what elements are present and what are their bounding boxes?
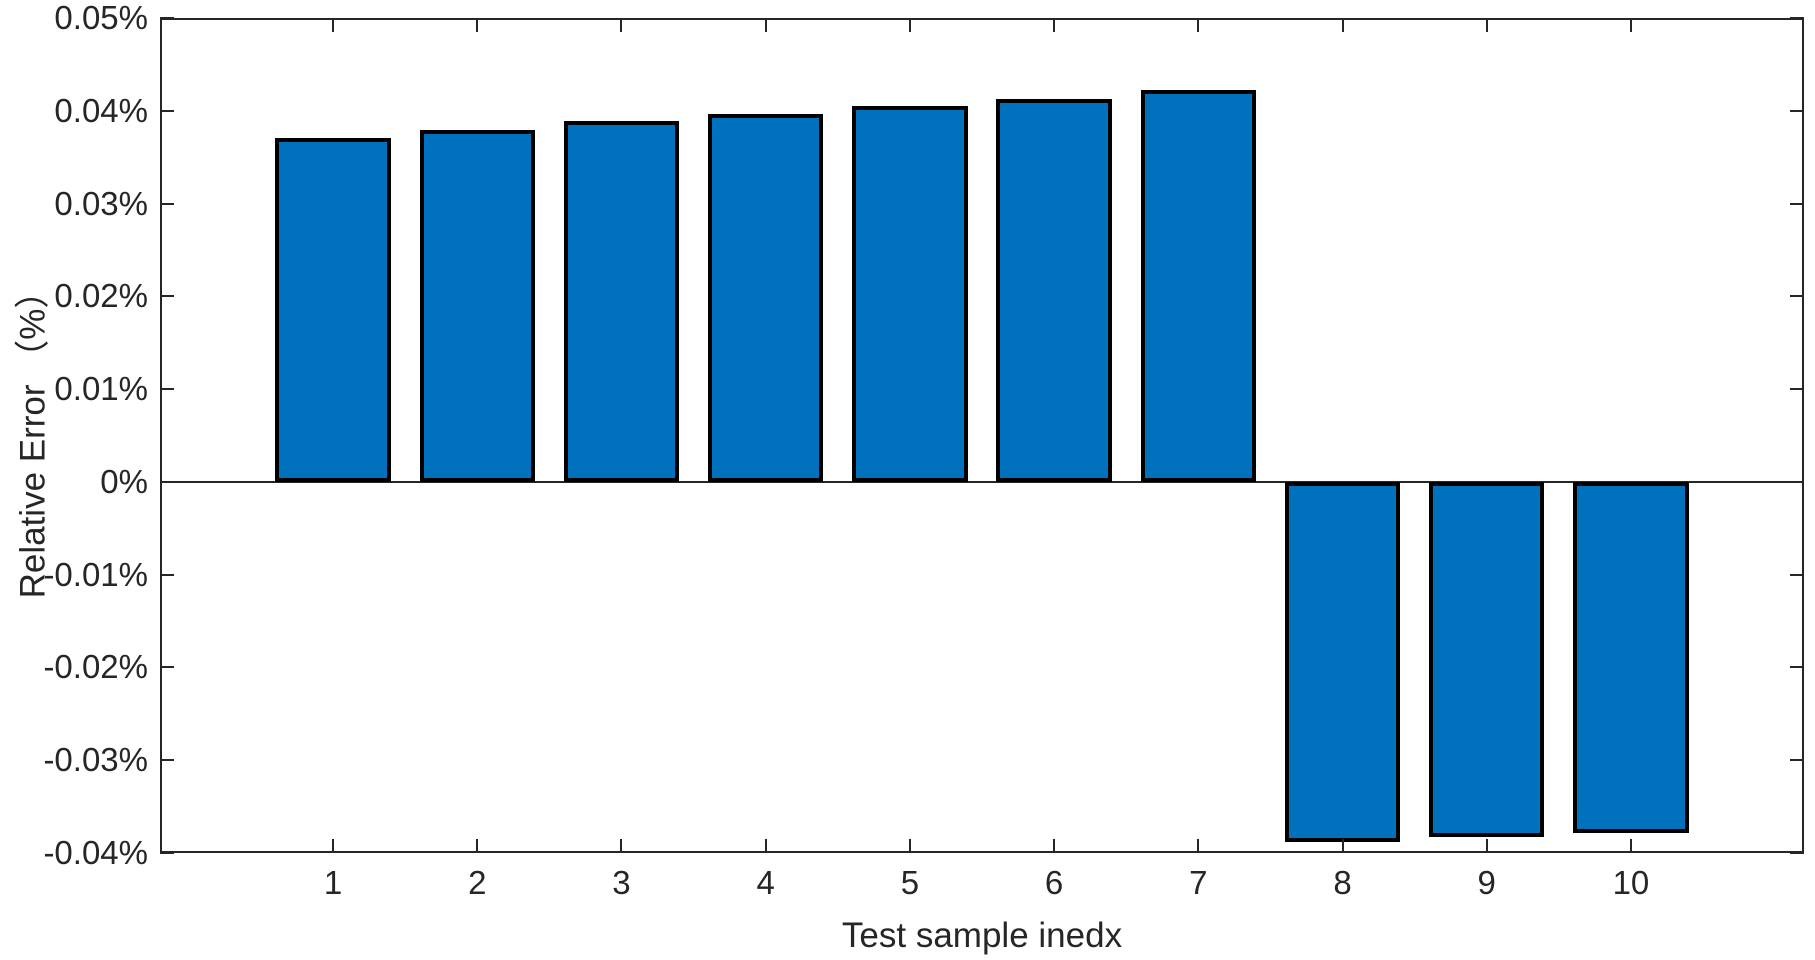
x-tick-label: 2 [468, 864, 487, 901]
y-tick-label: 0.03% [54, 184, 148, 222]
y-tick-label: -0.01% [43, 555, 148, 593]
y-tick-mark-left [160, 295, 174, 298]
y-tick-mark-left [160, 480, 174, 483]
y-tick-label: 0.04% [54, 91, 148, 129]
zero-baseline [160, 480, 1804, 483]
x-tick-mark-bottom [764, 839, 767, 853]
bar-sample-9 [1429, 481, 1545, 838]
bar-sample-8 [1284, 481, 1401, 842]
bar-sample-2 [419, 130, 535, 482]
y-tick-label: -0.02% [43, 648, 148, 686]
y-tick-mark-left [160, 666, 174, 669]
y-tick-mark-left [160, 388, 174, 391]
x-tick-label: 6 [1044, 864, 1064, 901]
y-tick-mark-right [1790, 17, 1804, 19]
bar-sample-4 [708, 113, 824, 482]
y-tick-label: 0.02% [54, 277, 148, 315]
x-tick-mark-top [1485, 18, 1488, 32]
bar-sample-10 [1573, 481, 1689, 833]
x-tick-mark-top [332, 18, 335, 32]
x-tick-mark-bottom [908, 839, 911, 853]
y-tick-mark-right [1790, 109, 1804, 112]
x-tick-mark-bottom [1053, 839, 1056, 853]
x-tick-mark-top [1197, 18, 1200, 32]
y-tick-mark-right [1790, 759, 1804, 762]
x-tick-mark-top [764, 18, 767, 32]
bar-sample-1 [275, 137, 391, 482]
x-tick-mark-top [476, 18, 479, 32]
x-tick-mark-top [1053, 18, 1056, 32]
y-tick-label: 0% [100, 462, 148, 500]
x-tick-mark-bottom [1197, 839, 1200, 853]
y-tick-mark-left [160, 852, 174, 854]
x-tick-label: 9 [1477, 864, 1496, 901]
y-tick-mark-right [1790, 852, 1804, 854]
x-tick-label: 1 [323, 864, 343, 901]
x-tick-mark-top [620, 18, 623, 32]
y-tick-mark-left [160, 202, 174, 205]
x-tick-mark-bottom [476, 839, 479, 853]
y-axis-label: Relative Error （%） [13, 273, 53, 599]
y-tick-mark-left [160, 573, 174, 576]
x-axis-label: Test sample inedx [841, 916, 1123, 955]
x-tick-label: 4 [756, 864, 775, 901]
y-tick-mark-right [1790, 480, 1804, 483]
y-tick-label: 0.01% [54, 370, 148, 408]
y-tick-label: -0.04% [43, 834, 148, 871]
bar-sample-6 [996, 98, 1112, 482]
x-tick-label: 3 [612, 864, 631, 901]
bar-sample-5 [852, 106, 968, 482]
x-tick-mark-bottom [1341, 839, 1344, 853]
x-tick-label: 10 [1612, 864, 1650, 901]
plot-area [160, 17, 1804, 854]
x-tick-mark-bottom [1485, 839, 1488, 853]
x-tick-mark-bottom [332, 839, 335, 853]
x-tick-mark-bottom [620, 839, 623, 853]
x-tick-label: 8 [1333, 864, 1352, 901]
y-tick-mark-right [1790, 295, 1804, 298]
y-tick-mark-left [160, 759, 174, 762]
x-tick-mark-bottom [1629, 839, 1632, 853]
y-tick-mark-left [160, 17, 174, 19]
y-tick-mark-right [1790, 573, 1804, 576]
x-tick-label: 5 [900, 864, 920, 901]
y-tick-label: -0.03% [43, 741, 148, 779]
y-tick-mark-left [160, 109, 174, 112]
x-tick-mark-top [1341, 18, 1344, 32]
y-tick-label: 0.05% [54, 0, 148, 36]
y-tick-mark-right [1790, 202, 1804, 205]
x-tick-mark-top [1629, 18, 1632, 32]
x-tick-label: 7 [1189, 864, 1208, 901]
bar-sample-3 [563, 120, 680, 482]
y-tick-mark-right [1790, 666, 1804, 669]
bar-sample-7 [1140, 90, 1256, 482]
x-tick-mark-top [908, 18, 911, 32]
y-tick-mark-right [1790, 388, 1804, 391]
